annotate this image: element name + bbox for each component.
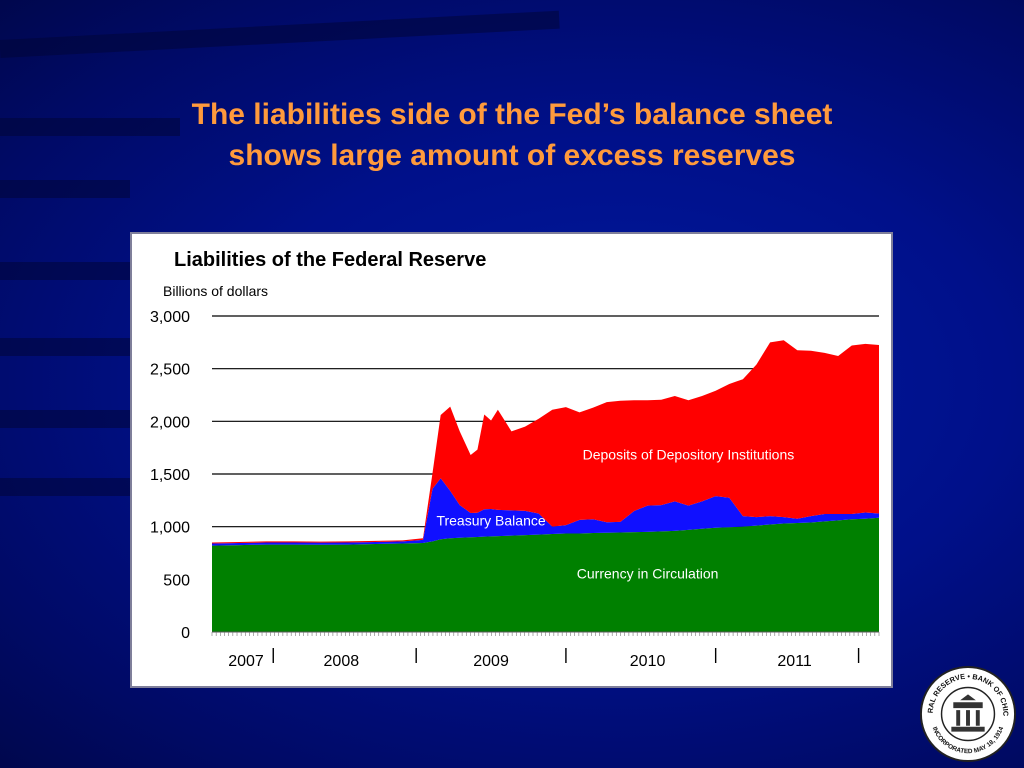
liabilities-chart: Liabilities of the Federal Reserve Billi… <box>150 249 880 670</box>
background-stripe <box>0 410 130 428</box>
series-area-treasury-balance <box>212 478 879 546</box>
chart-frame: Liabilities of the Federal Reserve Billi… <box>130 232 893 688</box>
chart-subtitle: Billions of dollars <box>163 283 268 299</box>
series-labels: Currency in Circulation Treasury Balance D… <box>436 446 794 581</box>
area-series <box>212 340 879 632</box>
x-tick-label: 2008 <box>324 653 360 670</box>
federal-reserve-seal-icon: FEDERAL RESERVE • BANK OF CHICAGO INCORP… <box>919 665 1017 763</box>
background-stripe <box>0 10 560 58</box>
slide-title-line-2: shows large amount of excess reserves <box>228 139 796 172</box>
x-tick-label: 2009 <box>473 653 509 670</box>
series-label: Treasury Balance <box>436 513 545 529</box>
y-tick-label: 0 <box>181 625 190 642</box>
background-stripe <box>0 118 180 136</box>
x-tick-label: 2011 <box>777 653 812 670</box>
series-label: Currency in Circulation <box>577 565 719 581</box>
y-tick-label: 500 <box>163 572 190 589</box>
x-tick-label: 2007 <box>228 653 264 670</box>
slide-title: The liabilities side of the Fed’s balanc… <box>112 94 912 176</box>
x-tick-label: 2010 <box>630 653 666 670</box>
background-stripe <box>0 478 130 496</box>
axes: 0 500 1,000 1,500 2,000 2,500 3,000 2007 2008 200… <box>150 309 880 670</box>
background-stripe <box>0 338 130 356</box>
background-stripe <box>0 262 130 280</box>
y-tick-label: 3,000 <box>150 309 190 326</box>
chart-title: Liabilities of the Federal Reserve <box>174 249 486 271</box>
y-tick-label: 1,000 <box>150 520 190 537</box>
y-tick-label: 2,500 <box>150 362 190 379</box>
series-area-currency-in-circulation <box>212 517 879 632</box>
slide-title-line-1: The liabilities side of the Fed’s balanc… <box>191 98 833 131</box>
series-label: Deposits of Depository Institutions <box>583 446 795 462</box>
y-tick-label: 1,500 <box>150 467 190 484</box>
y-tick-label: 2,000 <box>150 414 190 431</box>
background-stripe <box>0 180 130 198</box>
series-area-deposits-of-depository-institutions <box>212 340 879 544</box>
